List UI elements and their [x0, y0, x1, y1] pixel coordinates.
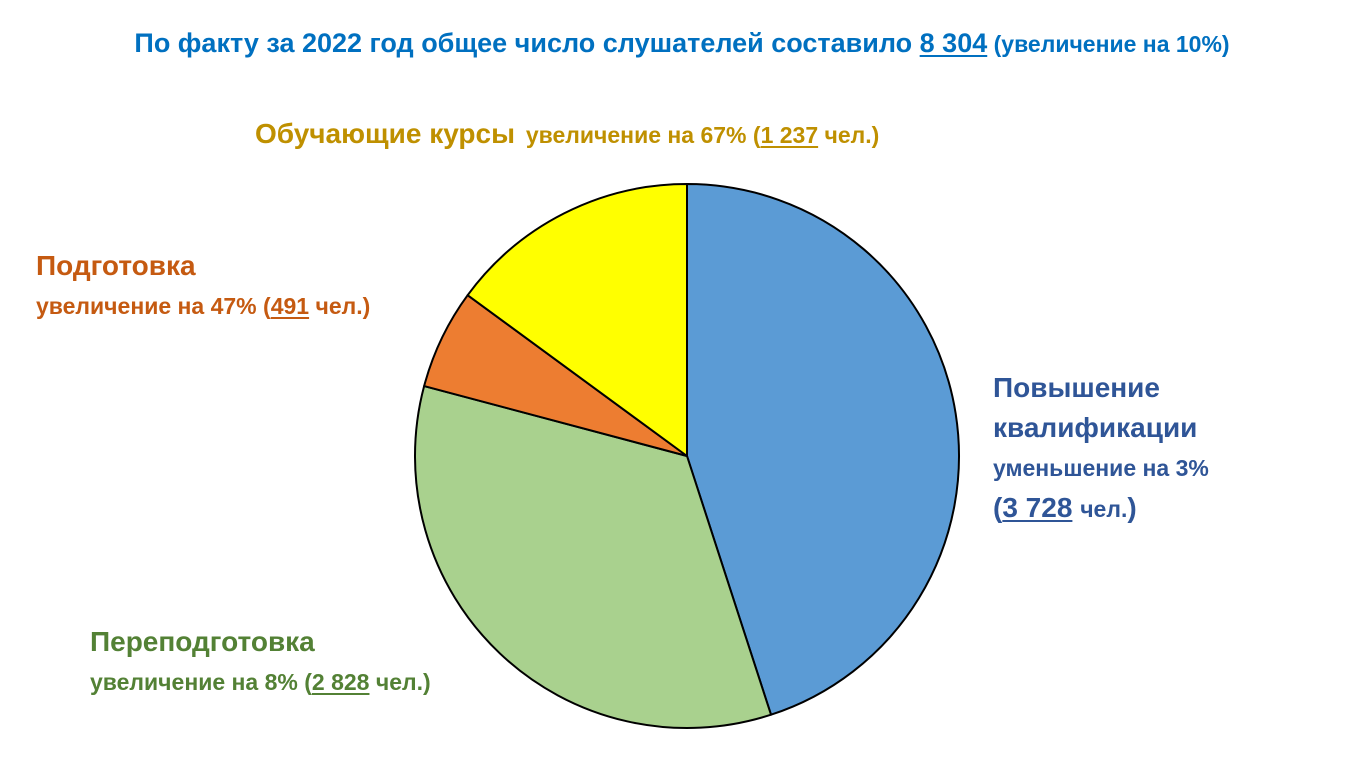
label-courses: Обучающие курсы увеличение на 67% (1 237… [255, 118, 880, 149]
label-courses-change: увеличение на 67% [525, 122, 747, 148]
label-prep: Подготовка увеличение на 47% (491 чел.) [36, 246, 370, 326]
title-total: 8 304 [919, 28, 988, 58]
label-courses-name: Обучающие курсы [255, 118, 516, 149]
label-retraining-name: Переподготовка [90, 626, 315, 657]
slice-courses [466, 183, 688, 457]
label-prep-change: увеличение на 47% [36, 293, 257, 319]
label-courses-unit: чел. [824, 122, 872, 148]
label-qualification-name-2: квалификации [993, 412, 1198, 443]
slice-qualification [686, 183, 960, 716]
label-qualification-value: 3 728 [1002, 492, 1073, 523]
label-prep-name: Подготовка [36, 250, 196, 281]
label-qualification-unit: чел. [1080, 496, 1128, 522]
label-retraining-value: 2 828 [311, 669, 370, 695]
slice-retraining [414, 385, 773, 729]
label-retraining-unit: чел. [375, 669, 424, 695]
label-qualification-change: уменьшение на 3% [993, 455, 1209, 481]
title-main: По факту за 2022 год общее число слушате… [134, 28, 920, 58]
label-courses-value: 1 237 [760, 122, 819, 148]
title-suffix: (увеличение на 10%) [987, 31, 1230, 57]
label-prep-unit: чел. [315, 293, 363, 319]
label-prep-value: 491 [270, 293, 310, 319]
label-retraining-change: увеличение на 8% [90, 669, 298, 695]
label-qualification: Повышение квалификации уменьшение на 3% … [993, 368, 1209, 529]
chart-title: По факту за 2022 год общее число слушате… [0, 28, 1364, 59]
label-retraining: Переподготовка увеличение на 8% (2 828 ч… [90, 622, 431, 702]
label-qualification-name-1: Повышение [993, 372, 1160, 403]
